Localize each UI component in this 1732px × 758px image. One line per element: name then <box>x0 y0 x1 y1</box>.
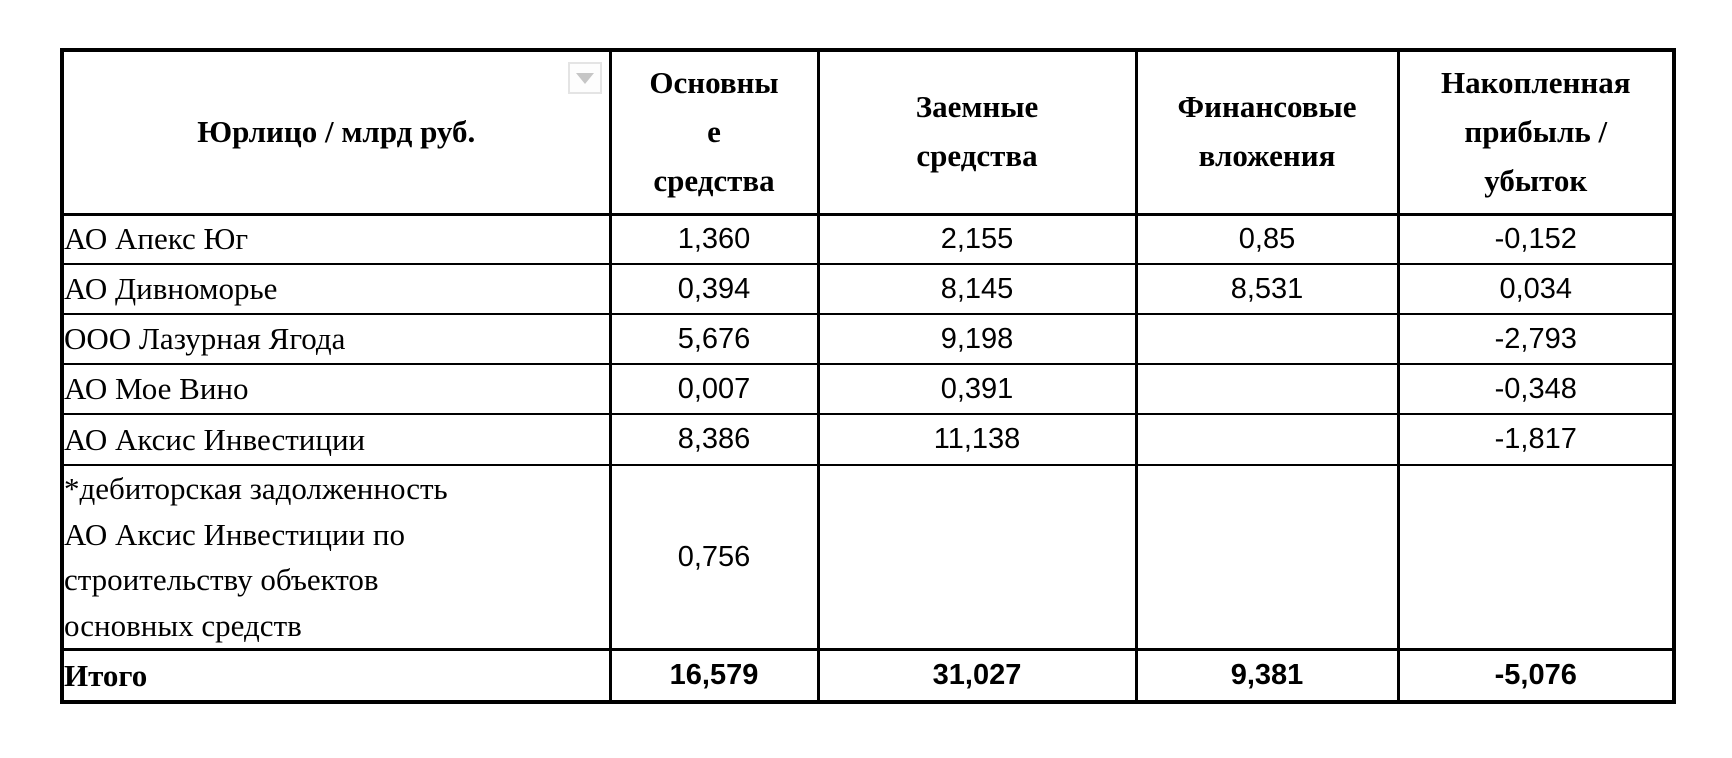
value-cell: 11,138 <box>816 413 1138 466</box>
header-cell-borrowed-funds: Заемные средства <box>816 49 1138 216</box>
value-cell <box>1396 464 1676 651</box>
table-row: ООО Лазурная Ягода 5,676 9,198 -2,793 <box>60 313 1676 365</box>
value-cell <box>816 464 1138 651</box>
value-cell <box>1134 413 1400 466</box>
value-cell: 0,394 <box>608 263 820 315</box>
footnote-cell: *дебиторская задолженность АО Аксис Инве… <box>60 464 612 651</box>
value-cell: 8,386 <box>608 413 820 466</box>
value-cell: -2,793 <box>1396 313 1676 365</box>
value-cell: 1,360 <box>608 213 820 265</box>
company-cell: АО Мое Вино <box>60 363 612 415</box>
value-cell: 0,756 <box>608 464 820 651</box>
header-entity-label: Юрлицо / млрд руб. <box>197 113 476 149</box>
header-cell-accumulated-profit-loss: Накопленная прибыль / убыток <box>1396 49 1676 216</box>
value-cell: 9,198 <box>816 313 1138 365</box>
value-cell: 0,034 <box>1396 263 1676 315</box>
value-cell: 8,531 <box>1134 263 1400 315</box>
header-row: Юрлицо / млрд руб. Основны е средства За… <box>60 49 1676 216</box>
filter-dropdown-button[interactable] <box>567 62 602 94</box>
value-cell <box>1134 313 1400 365</box>
value-cell: -0,348 <box>1396 363 1676 415</box>
header-cell-financial-investments: Финансовые вложения <box>1134 49 1400 216</box>
value-cell: -0,152 <box>1396 213 1676 265</box>
table-row: АО Аксис Инвестиции 8,386 11,138 -1,817 <box>60 413 1676 466</box>
total-value-cell: 31,027 <box>816 648 1138 703</box>
table-row: АО Мое Вино 0,007 0,391 -0,348 <box>60 363 1676 415</box>
total-row: Итого 16,579 31,027 9,381 -5,076 <box>60 648 1676 703</box>
value-cell: 0,85 <box>1134 213 1400 265</box>
total-value-cell: -5,076 <box>1396 648 1676 703</box>
total-value-cell: 16,579 <box>608 648 820 703</box>
value-cell: 5,676 <box>608 313 820 365</box>
chevron-down-icon <box>575 72 594 84</box>
footnote-row: *дебиторская задолженность АО Аксис Инве… <box>60 464 1676 651</box>
value-cell <box>1134 464 1400 651</box>
value-cell: 0,391 <box>816 363 1138 415</box>
financial-table: Юрлицо / млрд руб. Основны е средства За… <box>60 48 1676 704</box>
table-row: АО Дивноморье 0,394 8,145 8,531 0,034 <box>60 263 1676 315</box>
value-cell: 0,007 <box>608 363 820 415</box>
company-cell: АО Аксис Инвестиции <box>60 413 612 466</box>
header-cell-entity: Юрлицо / млрд руб. <box>60 49 612 216</box>
total-value-cell: 9,381 <box>1134 648 1400 703</box>
value-cell: -1,817 <box>1396 413 1676 466</box>
table-row: АО Апекс Юг 1,360 2,155 0,85 -0,152 <box>60 213 1676 265</box>
company-cell: АО Апекс Юг <box>60 213 612 265</box>
total-label-cell: Итого <box>60 648 612 703</box>
value-cell <box>1134 363 1400 415</box>
company-cell: АО Дивноморье <box>60 263 612 315</box>
value-cell: 2,155 <box>816 213 1138 265</box>
header-cell-fixed-assets: Основны е средства <box>608 49 820 216</box>
value-cell: 8,145 <box>816 263 1138 315</box>
company-cell: ООО Лазурная Ягода <box>60 313 612 365</box>
